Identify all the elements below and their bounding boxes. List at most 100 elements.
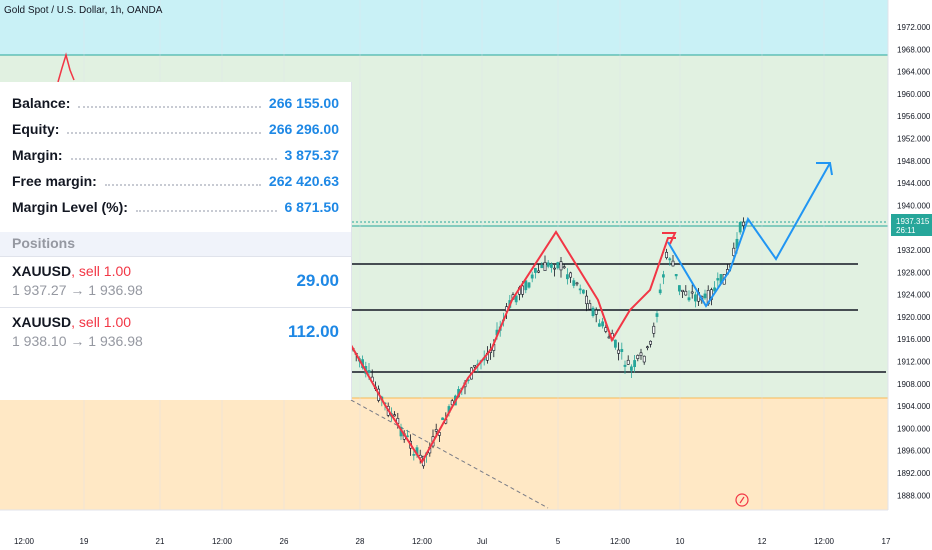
price-tag-value: 1937.315 [896, 217, 930, 226]
candle-body [741, 221, 745, 226]
y-tick-label: 1940.000 [897, 201, 931, 210]
candle-body [543, 261, 547, 271]
x-tick-label: 17 [882, 537, 891, 546]
candle-body [693, 294, 697, 302]
candle-body [633, 360, 637, 368]
y-tick-label: 1888.000 [897, 491, 931, 500]
candle-body [652, 325, 656, 334]
x-tick-label: 12:00 [814, 537, 835, 546]
candle-body [530, 274, 534, 279]
margin-level-label: Margin Level (%): [12, 199, 128, 215]
margin-level-value: 6 871.50 [284, 199, 340, 215]
position-symbol: XAUUSD [12, 263, 72, 279]
candle-body [585, 295, 589, 305]
blue-projection-path[interactable] [667, 162, 831, 308]
candle-body [569, 272, 573, 278]
candle-body [559, 261, 563, 271]
cyan-zone [0, 0, 888, 55]
y-tick-label: 1904.000 [897, 402, 931, 411]
candle-body [645, 346, 649, 349]
candle-body [601, 321, 605, 327]
candle-body [367, 370, 371, 373]
candle-body [533, 268, 537, 273]
free-margin-value: 262 420.63 [268, 173, 339, 189]
y-tick-label: 1964.000 [897, 68, 931, 77]
candle-body [658, 289, 662, 294]
equity-value: 266 296.00 [268, 121, 339, 137]
y-tick-label: 1896.000 [897, 447, 931, 456]
x-tick-label: 10 [676, 537, 685, 546]
candle-body [521, 285, 525, 295]
candle-body [626, 359, 630, 365]
candle-body [681, 289, 685, 292]
candle-body [591, 307, 595, 317]
positions-title: Positions [12, 235, 76, 251]
y-tick-label: 1916.000 [897, 335, 931, 344]
account-panel: Balance: 266 155.00 Equity: 266 296.00 M… [0, 82, 352, 400]
positions-header: Positions [0, 232, 351, 256]
position-pl: 29.00 [296, 271, 339, 290]
y-tick-label: 1960.000 [897, 90, 931, 99]
candle-body [524, 280, 528, 291]
candle-body [661, 274, 665, 278]
x-tick-label: 12:00 [412, 537, 433, 546]
price-tag-timer: 26:11 [896, 226, 916, 235]
candle-body [617, 349, 621, 354]
x-tick-label: 26 [280, 537, 289, 546]
red-zigzag-path[interactable] [350, 230, 676, 464]
candle-body [690, 291, 694, 294]
position-row[interactable]: XAUUSD, sell 1.00 1 937.27 → 1 936.98 29… [0, 256, 351, 307]
candle-body [668, 258, 672, 261]
candle-body [642, 355, 646, 363]
candle-body [655, 313, 659, 317]
y-tick-label: 1932.000 [897, 246, 931, 255]
candle-body [639, 352, 643, 356]
candle-body [703, 293, 707, 299]
candle-body [553, 267, 557, 270]
candle-body [575, 282, 579, 285]
position-prices: 1 937.27 → 1 936.98 [12, 282, 143, 298]
y-tick-label: 1908.000 [897, 380, 931, 389]
y-tick-label: 1956.000 [897, 112, 931, 121]
candle-body [613, 339, 617, 348]
candle-body [434, 429, 438, 432]
balance-value: 266 155.00 [268, 95, 339, 111]
candle-body [677, 285, 681, 292]
candle-body [412, 454, 416, 456]
candle-body [671, 260, 675, 267]
margin-label: Margin: [12, 147, 63, 163]
y-tick-label: 1924.000 [897, 291, 931, 300]
candle-body [588, 303, 592, 310]
candle-body [674, 274, 678, 277]
candle-body [556, 262, 560, 269]
candle-body [578, 288, 582, 291]
candle-body [546, 262, 550, 267]
dashed-trendline[interactable] [350, 399, 549, 509]
candle-body [597, 323, 601, 327]
candle-body [732, 247, 736, 256]
candle-body [393, 414, 397, 417]
y-tick-label: 1972.000 [897, 23, 931, 32]
position-side: , sell 1.00 [71, 314, 132, 330]
candle-body [684, 290, 688, 296]
candle-body [594, 309, 598, 315]
equity-row: Equity: 266 296.00 [12, 116, 339, 142]
replay-icon[interactable] [735, 493, 749, 507]
candle-body [687, 297, 691, 301]
position-row[interactable]: XAUUSD, sell 1.00 1 938.10 → 1 936.98 11… [0, 307, 351, 358]
position-pl: 112.00 [287, 322, 339, 341]
candle-body [572, 280, 576, 286]
free-margin-label: Free margin: [12, 173, 97, 189]
candle-body [473, 365, 477, 368]
y-tick-label: 1928.000 [897, 268, 931, 277]
y-tick-label: 1900.000 [897, 424, 931, 433]
y-tick-label: 1912.000 [897, 358, 931, 367]
candle-body [649, 340, 653, 345]
candle-body [514, 295, 518, 303]
free-margin-row: Free margin: 262 420.63 [12, 168, 339, 194]
x-tick-label: 19 [80, 537, 89, 546]
candle-body [441, 417, 445, 421]
position-side: , sell 1.00 [71, 263, 132, 279]
y-tick-label: 1968.000 [897, 45, 931, 54]
margin-row: Margin: 3 875.37 [12, 142, 339, 168]
